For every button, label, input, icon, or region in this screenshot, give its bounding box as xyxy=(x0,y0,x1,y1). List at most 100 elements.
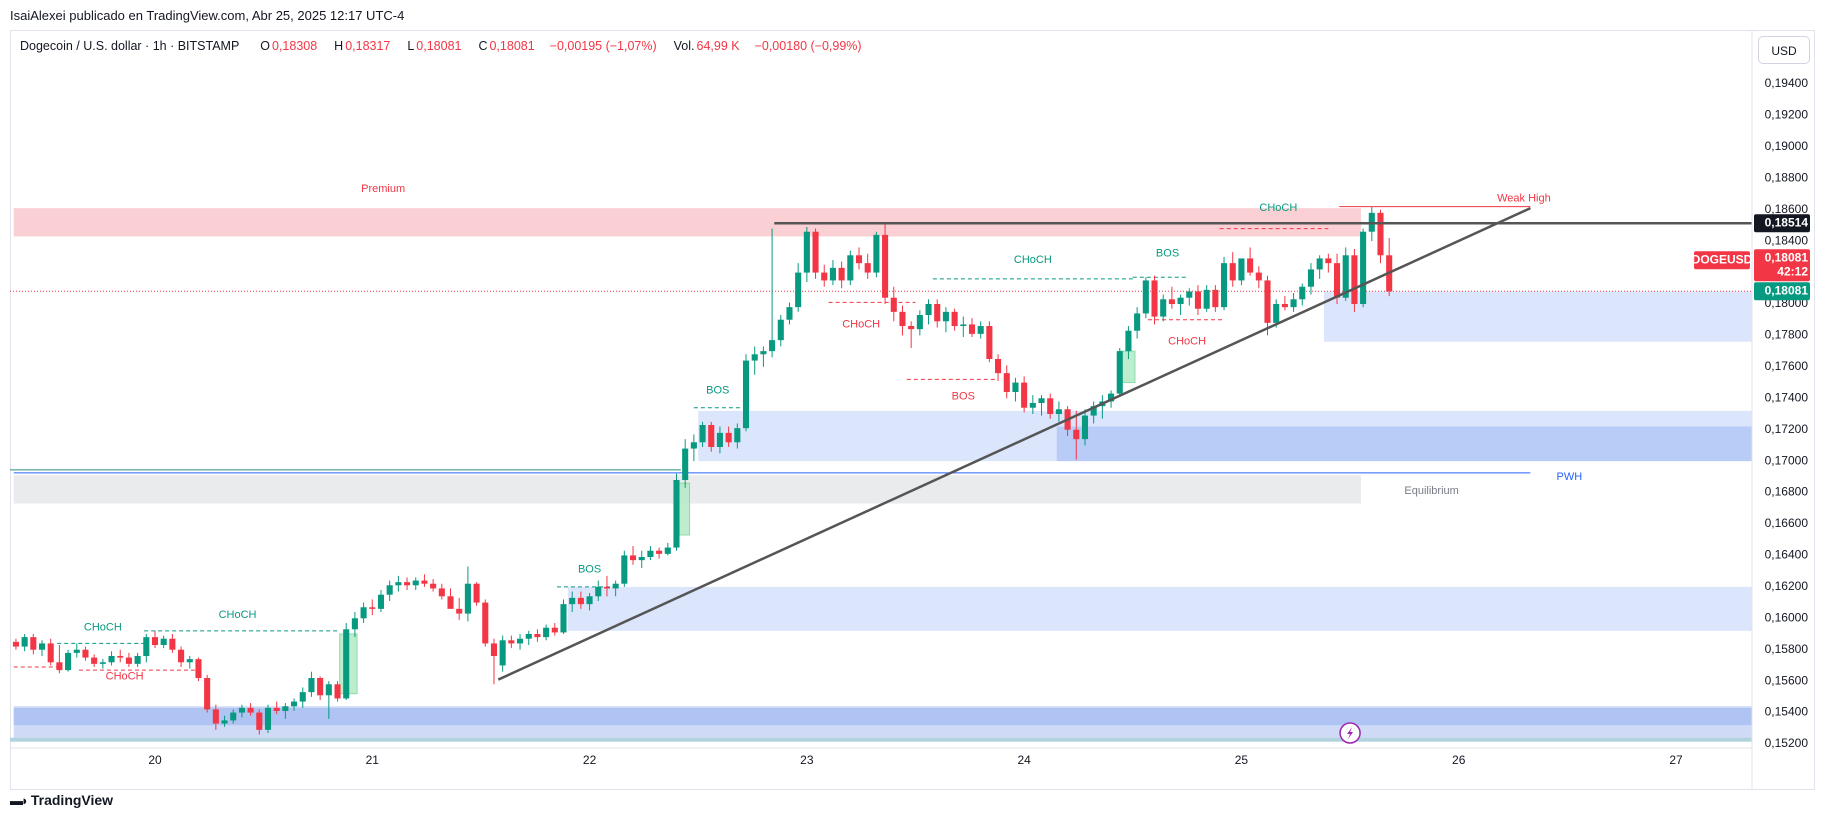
annotation-bos: BOS xyxy=(578,563,601,575)
candle-up xyxy=(786,307,793,320)
candle-down xyxy=(838,267,845,281)
candle-up xyxy=(1203,289,1210,309)
y-tick-label: 0,17400 xyxy=(1765,390,1809,404)
annotation-choch: CHoCH xyxy=(106,670,144,682)
candle-up xyxy=(282,706,289,711)
candle-up xyxy=(664,547,671,554)
tradingview-brand: TradingView xyxy=(30,792,114,808)
volume-change: −0,00180 (−0,99%) xyxy=(754,39,862,53)
annotation-choch: CHoCH xyxy=(1014,254,1052,266)
candle-up xyxy=(690,442,697,449)
annotation-choch: CHoCH xyxy=(1259,202,1297,214)
candle-down xyxy=(12,641,19,647)
low-key: L xyxy=(407,39,415,53)
candle-down xyxy=(551,627,558,633)
y-tick-label: 0,19400 xyxy=(1765,76,1809,90)
annotation-premium: Premium xyxy=(361,183,405,195)
candle-down xyxy=(91,657,98,664)
tradingview-logo[interactable]: ▬◗ TradingView xyxy=(10,792,113,808)
candle-down xyxy=(1333,263,1341,298)
candle-down xyxy=(178,649,185,663)
candle-down xyxy=(934,304,941,322)
candle-down xyxy=(151,637,159,645)
candle-down xyxy=(1151,280,1158,317)
candle-up xyxy=(673,480,680,548)
annotation-pwh: PWH xyxy=(1556,471,1582,483)
candle-down xyxy=(1073,429,1080,440)
candle-up xyxy=(351,618,358,630)
candle-up xyxy=(1029,403,1036,408)
candle-down xyxy=(212,709,219,724)
resistance-price-value: 0,18514 xyxy=(1765,215,1809,229)
candle-down xyxy=(995,359,1002,374)
candle-up xyxy=(160,638,167,645)
candle-down xyxy=(456,608,463,614)
candle-down xyxy=(490,643,498,656)
candle-up xyxy=(108,656,115,663)
candle-up xyxy=(386,585,393,595)
candle-down xyxy=(404,582,411,586)
candle-up xyxy=(1116,351,1123,394)
y-tick-label: 0,17800 xyxy=(1765,328,1809,342)
annotation-choch: CHoCH xyxy=(1168,336,1206,348)
candle-up xyxy=(873,234,880,273)
candle-up xyxy=(464,583,471,614)
low-value: 0,18081 xyxy=(416,39,462,53)
zone-demand-4 xyxy=(567,586,1753,631)
candle-up xyxy=(1090,406,1097,416)
resistance-price-tag xyxy=(1754,214,1810,233)
candle-up xyxy=(325,684,332,696)
open-value: 0,18308 xyxy=(272,39,318,53)
candle-down xyxy=(882,234,889,298)
tradingview-mark-icon: ▬◗ xyxy=(10,792,29,808)
candle-up xyxy=(499,640,506,666)
candle-up xyxy=(65,652,72,671)
chart-frame[interactable] xyxy=(10,30,1815,790)
candle-up xyxy=(560,604,567,633)
candle-down xyxy=(317,678,324,696)
candle-down xyxy=(56,662,63,671)
y-tick-label: 0,16200 xyxy=(1765,579,1809,593)
candle-up xyxy=(38,643,46,650)
volume-key: Vol. xyxy=(673,39,695,53)
candle-down xyxy=(725,432,732,443)
high-key: H xyxy=(334,39,344,53)
currency-button[interactable]: USD xyxy=(1758,36,1810,64)
annotation-choch: CHoCH xyxy=(842,318,880,330)
candle-up xyxy=(1108,393,1115,402)
candle-up xyxy=(543,627,550,638)
candle-down xyxy=(855,255,863,264)
candle-up xyxy=(1142,280,1149,314)
candle-up xyxy=(525,634,532,639)
candle-up xyxy=(395,582,402,586)
x-tick-label: 20 xyxy=(148,753,162,767)
candle-down xyxy=(82,649,89,658)
symbol-description: Dogecoin / U.S. dollar · 1h · BITSTAMP xyxy=(20,39,240,53)
annotation-choch: CHoCH xyxy=(219,609,257,621)
candle-up xyxy=(21,637,28,647)
candle-down xyxy=(1351,255,1358,304)
candle-up xyxy=(1134,313,1141,331)
volume-value: 64,99 K xyxy=(696,39,740,53)
candle-up xyxy=(186,659,193,663)
candle-down xyxy=(195,659,202,678)
y-tick-label: 0,19200 xyxy=(1765,108,1809,122)
candle-up xyxy=(1177,297,1184,304)
candle-down xyxy=(951,311,958,326)
candle-down xyxy=(447,596,454,609)
candle-up xyxy=(916,315,923,330)
discount-base-band xyxy=(10,737,1753,742)
candle-up xyxy=(1221,263,1228,308)
candle-up xyxy=(942,311,949,322)
candle-down xyxy=(438,588,445,597)
candle-up xyxy=(1186,291,1193,298)
candle-down xyxy=(629,555,637,561)
close-key: C xyxy=(478,39,488,53)
candle-down xyxy=(1168,299,1175,304)
candle-up xyxy=(343,629,350,699)
candle-up xyxy=(977,326,984,334)
y-tick-label: 0,16600 xyxy=(1765,516,1809,530)
candle-up xyxy=(1055,409,1062,414)
candle-up xyxy=(291,701,298,707)
